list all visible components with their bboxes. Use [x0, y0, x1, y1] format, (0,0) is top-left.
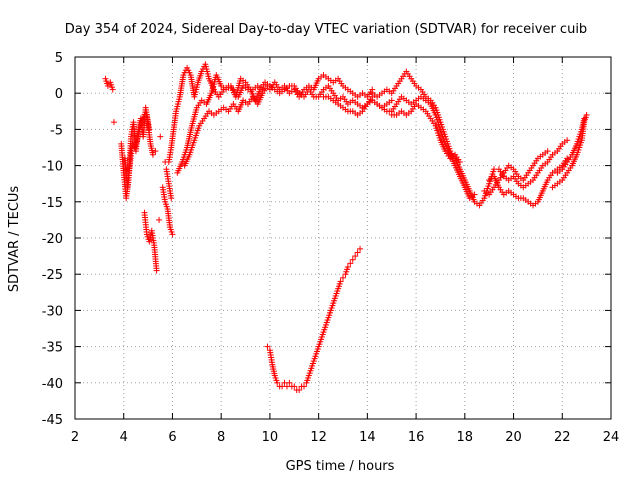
y-tick-label: -40: [42, 377, 63, 392]
data-point: [456, 158, 463, 165]
x-tick-label: 24: [603, 430, 620, 445]
x-tick-label: 8: [217, 430, 225, 445]
data-point: [344, 263, 351, 270]
chart-title: Day 354 of 2024, Sidereal Day-to-day VTE…: [65, 22, 587, 37]
data-point: [152, 148, 159, 155]
data-point: [104, 82, 111, 89]
y-tick-label: -20: [42, 232, 63, 247]
data-point: [471, 191, 478, 198]
x-tick-label: 14: [359, 430, 376, 445]
y-tick-label: 5: [55, 51, 63, 66]
y-tick-label: -35: [42, 341, 63, 356]
y-tick-label: -45: [42, 413, 63, 428]
y-tick-label: 0: [55, 87, 63, 102]
data-point: [291, 383, 298, 390]
x-tick-label: 16: [408, 430, 425, 445]
x-tick-label: 4: [120, 430, 128, 445]
data-point: [564, 137, 571, 144]
x-tick-label: 6: [168, 430, 176, 445]
data-point: [354, 249, 361, 256]
x-tick-label: 18: [457, 430, 474, 445]
data-point: [352, 253, 359, 260]
data-point: [544, 148, 551, 155]
x-tick-label: 2: [71, 430, 79, 445]
data-point: [274, 379, 281, 386]
y-tick-label: -25: [42, 268, 63, 283]
y-tick-label: -10: [42, 160, 63, 175]
x-axis-title: GPS time / hours: [286, 459, 395, 474]
data-point: [340, 274, 346, 281]
y-tick-label: -30: [42, 304, 63, 319]
data-point: [583, 111, 590, 118]
plot-frame: [74, 56, 612, 420]
data-point: [153, 267, 160, 274]
y-tick-label: -15: [42, 196, 63, 211]
x-tick-label: 12: [310, 430, 327, 445]
data-point: [169, 231, 176, 238]
data-point: [168, 195, 175, 202]
data-point: [149, 151, 156, 158]
data-point: [110, 119, 117, 126]
y-axis-title: SDTVAR / TECUs: [7, 186, 22, 293]
data-point: [146, 126, 153, 133]
data-point: [264, 343, 271, 350]
data-point: [129, 140, 136, 147]
data-point: [349, 256, 356, 263]
data-point: [109, 86, 116, 93]
x-tick-label: 20: [505, 430, 522, 445]
x-tick-label: 22: [554, 430, 571, 445]
data-point: [581, 115, 588, 122]
y-tick-label: -5: [50, 123, 63, 138]
data-point: [357, 245, 364, 252]
data-point: [388, 97, 395, 104]
data-points: [102, 61, 590, 394]
data-point: [286, 379, 293, 386]
data-point: [337, 278, 344, 285]
data-point: [157, 133, 164, 140]
axis-tick-labels: 2 4 6 8 10 12 14 16 18 20 22 2450-5-10-15-20-25-30-…: [42, 51, 620, 445]
data-point: [296, 387, 303, 394]
data-point: [156, 216, 163, 223]
data-point: [301, 383, 308, 390]
data-point: [347, 260, 354, 267]
x-tick-label: 10: [262, 430, 279, 445]
